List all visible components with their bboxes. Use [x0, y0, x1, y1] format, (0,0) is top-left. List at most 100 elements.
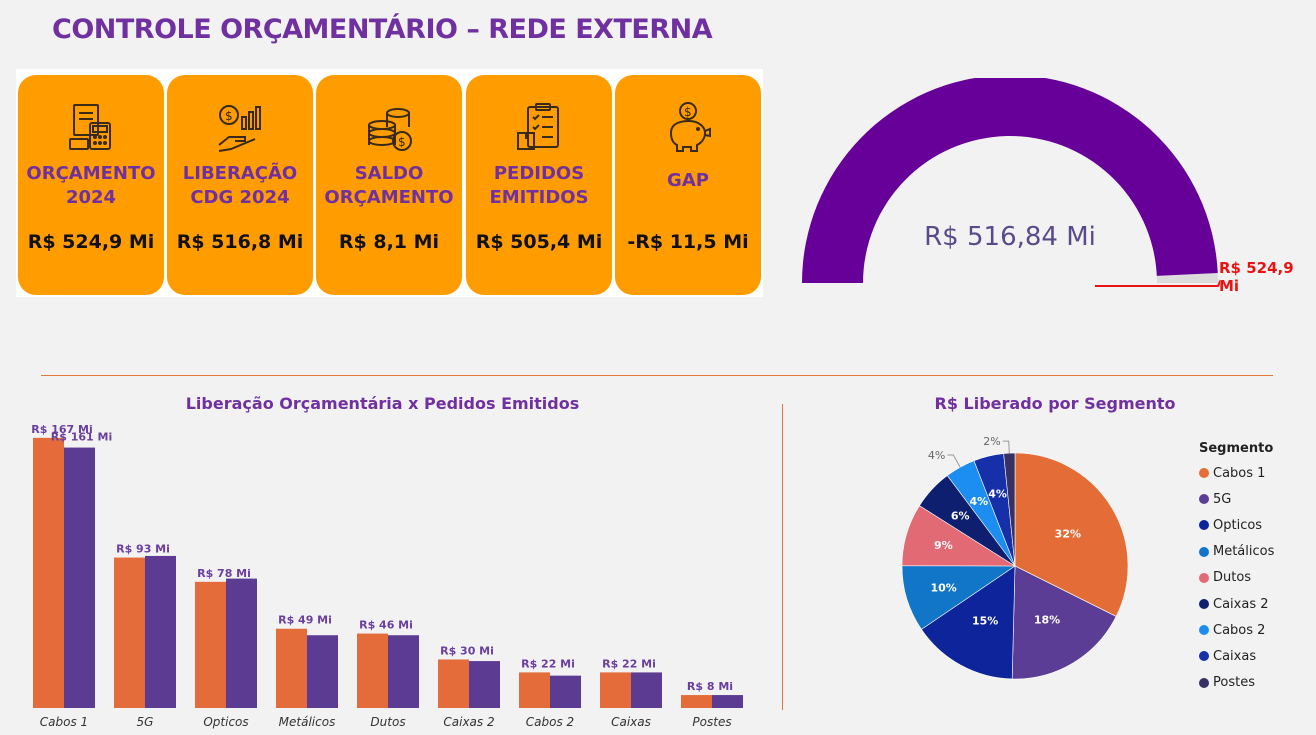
bar-data-label: R$ 22 Mi [521, 657, 575, 670]
gauge-target-marker [1095, 279, 1220, 287]
kpi-label: PEDIDOS EMITIDOS [489, 163, 589, 208]
legend-swatch [1199, 520, 1209, 531]
legend-swatch [1199, 677, 1209, 688]
kpi-card-saldo: $ SALDO ORÇAMENTO R$ 8,1 Mi [316, 75, 462, 295]
bar-liberacao [33, 437, 64, 708]
legend-swatch [1199, 546, 1209, 557]
bar-chart-title: Liberação Orçamentária x Pedidos Emitido… [185, 394, 580, 413]
legend-swatch [1199, 494, 1209, 505]
bar-pedidos [712, 695, 743, 708]
svg-text:$: $ [225, 109, 233, 123]
bar-liberacao [681, 695, 712, 708]
kpi-value: -R$ 11,5 Mi [627, 231, 749, 253]
bar-chart: R$ 167 Mi Cabos 1 R$ 93 Mi 5G R$ 78 Mi Optico… [31, 423, 743, 729]
legend-title: Segmento [1199, 441, 1274, 456]
svg-text:$: $ [398, 135, 406, 149]
bar-data-label: R$ 167 Mi [31, 423, 92, 436]
pie-chart-title: R$ Liberado por Segmento [934, 394, 1176, 413]
x-tick-label: Caixas 2 [443, 715, 494, 729]
pie-slice [1011, 565, 1117, 680]
pie-pct-label: 6% [951, 509, 970, 522]
pie-slice [1014, 452, 1129, 617]
pie-pct-label: 10% [930, 582, 956, 595]
clipboard-checklist-icon [517, 103, 559, 150]
bar-data-label: R$ 22 Mi [602, 657, 656, 670]
bar-data-label: R$ 78 Mi [197, 567, 251, 580]
kpi-value: R$ 8,1 Mi [338, 231, 440, 253]
bar-pedidos [64, 447, 95, 708]
bar-liberacao [195, 581, 226, 708]
kpi-card-gap: $ GAP -R$ 11,5 Mi [615, 75, 761, 295]
legend-swatch [1199, 572, 1209, 583]
kpi-value: R$ 516,8 Mi [176, 231, 304, 253]
bar-liberacao [276, 628, 307, 708]
pie-legend: Segmento Cabos 1 5G Opticos Metálicos Dutos C… [1199, 441, 1274, 696]
legend-swatch [1199, 599, 1209, 610]
legend-item[interactable]: 5G [1199, 486, 1274, 512]
bar-data-label: R$ 93 Mi [116, 543, 170, 556]
kpi-strip: ORÇAMENTO 2024 R$ 524,9 Mi $ LIBERAÇÃO C… [16, 69, 763, 297]
bar-pedidos [469, 661, 500, 708]
kpi-label: SALDO ORÇAMENTO [324, 163, 454, 208]
legend-label: Opticos [1213, 517, 1263, 533]
gauge-target-label: R$ 524,9 Mi [1219, 259, 1294, 295]
bar-pedidos [307, 635, 338, 708]
x-tick-label: Metálicos [279, 715, 336, 729]
x-tick-label: Cabos 2 [526, 715, 574, 729]
budget-document-icon [69, 104, 111, 150]
kpi-value: R$ 524,9 Mi [27, 231, 155, 253]
legend-item[interactable]: Metálicos [1199, 539, 1274, 565]
kpi-label: GAP [667, 170, 709, 191]
pie-pct-label: 4% [988, 487, 1007, 500]
legend-item[interactable]: Caixas [1199, 643, 1274, 669]
bar-pedidos [145, 555, 176, 708]
legend-item[interactable]: Opticos [1199, 512, 1274, 538]
svg-text:$: $ [684, 105, 692, 119]
legend-item[interactable]: Dutos [1199, 565, 1274, 591]
bar-pedidos [226, 578, 257, 708]
bar-liberacao [357, 633, 388, 708]
bar-data-label: R$ 46 Mi [359, 619, 413, 632]
coin-stack-icon: $ [368, 108, 412, 151]
x-tick-label: Postes [692, 715, 731, 729]
legend-swatch [1199, 625, 1209, 636]
chart-divider [782, 404, 783, 710]
legend-swatch [1199, 468, 1209, 479]
legend-item[interactable]: Postes [1199, 670, 1274, 696]
legend-label: Dutos [1213, 570, 1252, 586]
pie-pct-label: 18% [1034, 613, 1060, 626]
pie-pct-label: 32% [1055, 527, 1081, 540]
bar-data-label: R$ 30 Mi [440, 644, 494, 657]
legend-item[interactable]: Cabos 2 [1199, 617, 1274, 643]
kpi-value: R$ 505,4 Mi [475, 231, 603, 253]
legend-label: 5G [1213, 491, 1232, 507]
budget-gauge [802, 78, 1220, 287]
bar-data-label: R$ 49 Mi [278, 614, 332, 627]
gauge-value-label: R$ 516,84 Mi [924, 222, 1096, 252]
bar-pedidos [388, 635, 419, 708]
legend-label: Metálicos [1213, 544, 1275, 560]
pie-pct-label: 2% [983, 435, 1000, 448]
bar-liberacao [519, 672, 550, 708]
pie-leader-line [1002, 440, 1010, 454]
bar-pedidos [631, 672, 662, 708]
pie-chart: 32%18%15%10%9%6%4%4%2%4% [901, 435, 1129, 680]
kpi-card-liberacao: $ LIBERAÇÃO CDG 2024 R$ 516,8 Mi [167, 75, 313, 295]
legend-label: Caixas 2 [1213, 596, 1269, 612]
bar-pedidos [550, 675, 581, 708]
legend-label: Cabos 1 [1213, 465, 1266, 481]
x-tick-label: Cabos 1 [40, 715, 88, 729]
pie-slice [920, 565, 1016, 680]
x-tick-label: Caixas [611, 715, 651, 729]
legend-label: Caixas [1213, 648, 1257, 664]
pie-pct-label: 4% [969, 495, 988, 508]
section-divider [41, 375, 1273, 376]
bar-liberacao [438, 659, 469, 708]
kpi-card-orcamento: ORÇAMENTO 2024 R$ 524,9 Mi [18, 75, 164, 295]
legend-item[interactable]: Caixas 2 [1199, 591, 1274, 617]
x-tick-label: Dutos [370, 715, 405, 729]
legend-item[interactable]: Cabos 1 [1199, 460, 1274, 486]
bar-liberacao [600, 672, 631, 708]
x-tick-label: Opticos [203, 715, 248, 729]
pie-pct-label: 15% [972, 615, 998, 628]
